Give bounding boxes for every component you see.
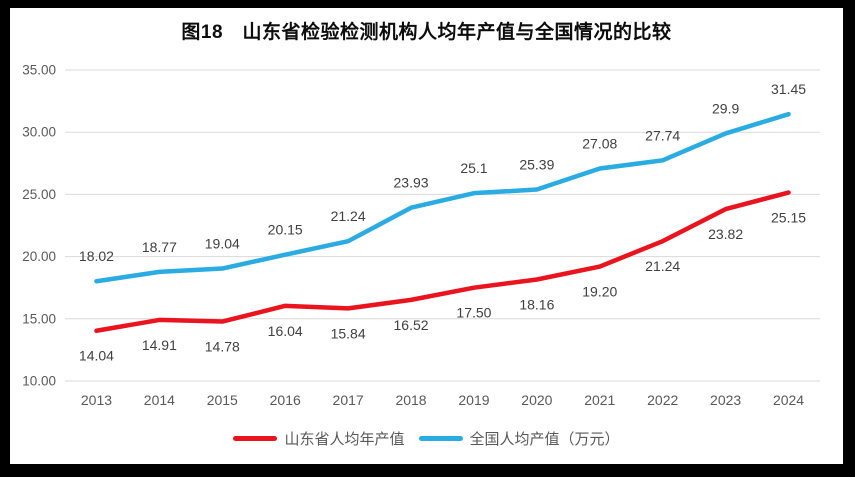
- series-line-0: [94, 190, 791, 333]
- data-label: 31.45: [771, 81, 806, 97]
- data-label: 23.82: [708, 226, 743, 242]
- data-label: 27.74: [645, 127, 680, 143]
- data-label: 16.04: [268, 323, 303, 339]
- x-axis-label: 2020: [521, 392, 552, 408]
- x-axis-label: 2014: [144, 392, 175, 408]
- data-label: 19.04: [205, 236, 240, 252]
- data-label: 29.9: [712, 100, 739, 116]
- data-label: 21.24: [645, 258, 680, 274]
- legend-label-national: 全国人均产值（万元）: [469, 431, 620, 448]
- chart-title: 图18 山东省检验检测机构人均年产值与全国情况的比较: [181, 22, 672, 43]
- data-label: 23.93: [394, 175, 429, 191]
- x-axis-label: 2018: [395, 392, 426, 408]
- x-axis-label: 2019: [458, 392, 489, 408]
- legend-line-swatch-shandong: [233, 436, 278, 441]
- x-axis-label: 2021: [584, 392, 615, 408]
- data-label: 18.16: [519, 296, 554, 312]
- x-axis-label: 2016: [270, 392, 301, 408]
- data-label: 14.78: [205, 339, 240, 355]
- legend-item-national: 全国人均产值（万元）: [418, 428, 620, 449]
- legend-item-shandong: 山东省人均年产值: [233, 428, 405, 449]
- x-axis-label: 2022: [647, 392, 678, 408]
- data-label: 25.15: [771, 210, 806, 226]
- x-axis-label: 2013: [81, 392, 112, 408]
- data-label: 19.20: [582, 284, 617, 300]
- legend-label-shandong: 山东省人均年产值: [284, 431, 405, 448]
- data-label: 21.24: [331, 208, 366, 224]
- line-chart: 35.00 30.00 25.00 20.00 15.00 10.00 2013 2014 20…: [22, 63, 820, 408]
- data-label: 27.08: [582, 136, 617, 152]
- data-label: 17.50: [456, 305, 491, 321]
- y-axis-label: 15.00: [22, 311, 56, 326]
- y-axis-label: 25.00: [22, 187, 56, 202]
- data-label: 18.77: [142, 239, 177, 255]
- x-axis-label: 2023: [710, 392, 741, 408]
- legend-line-swatch-national: [418, 436, 463, 441]
- y-axis-label: 10.00: [22, 374, 56, 389]
- data-label: 14.04: [79, 348, 114, 364]
- x-axis-label: 2015: [207, 392, 238, 408]
- data-label: 15.84: [331, 325, 366, 341]
- x-axis-label: 2024: [773, 392, 804, 408]
- x-axis-label: 2017: [333, 392, 364, 408]
- data-label: 25.1: [460, 160, 487, 176]
- y-axis-label: 35.00: [22, 63, 56, 78]
- y-axis-label: 20.00: [22, 249, 56, 264]
- data-label: 18.02: [79, 248, 114, 264]
- data-label: 16.52: [394, 317, 429, 333]
- data-label: 25.39: [519, 157, 554, 173]
- data-label: 20.15: [268, 222, 303, 238]
- data-label: 14.91: [142, 337, 177, 353]
- chart-legend: 山东省人均年产值 全国人均产值（万元）: [10, 428, 843, 449]
- chart-page: 图18 山东省检验检测机构人均年产值与全国情况的比较 35.00 30.00 25.…: [10, 8, 843, 464]
- series-line-1: [94, 111, 791, 284]
- y-axis-label: 30.00: [22, 125, 56, 140]
